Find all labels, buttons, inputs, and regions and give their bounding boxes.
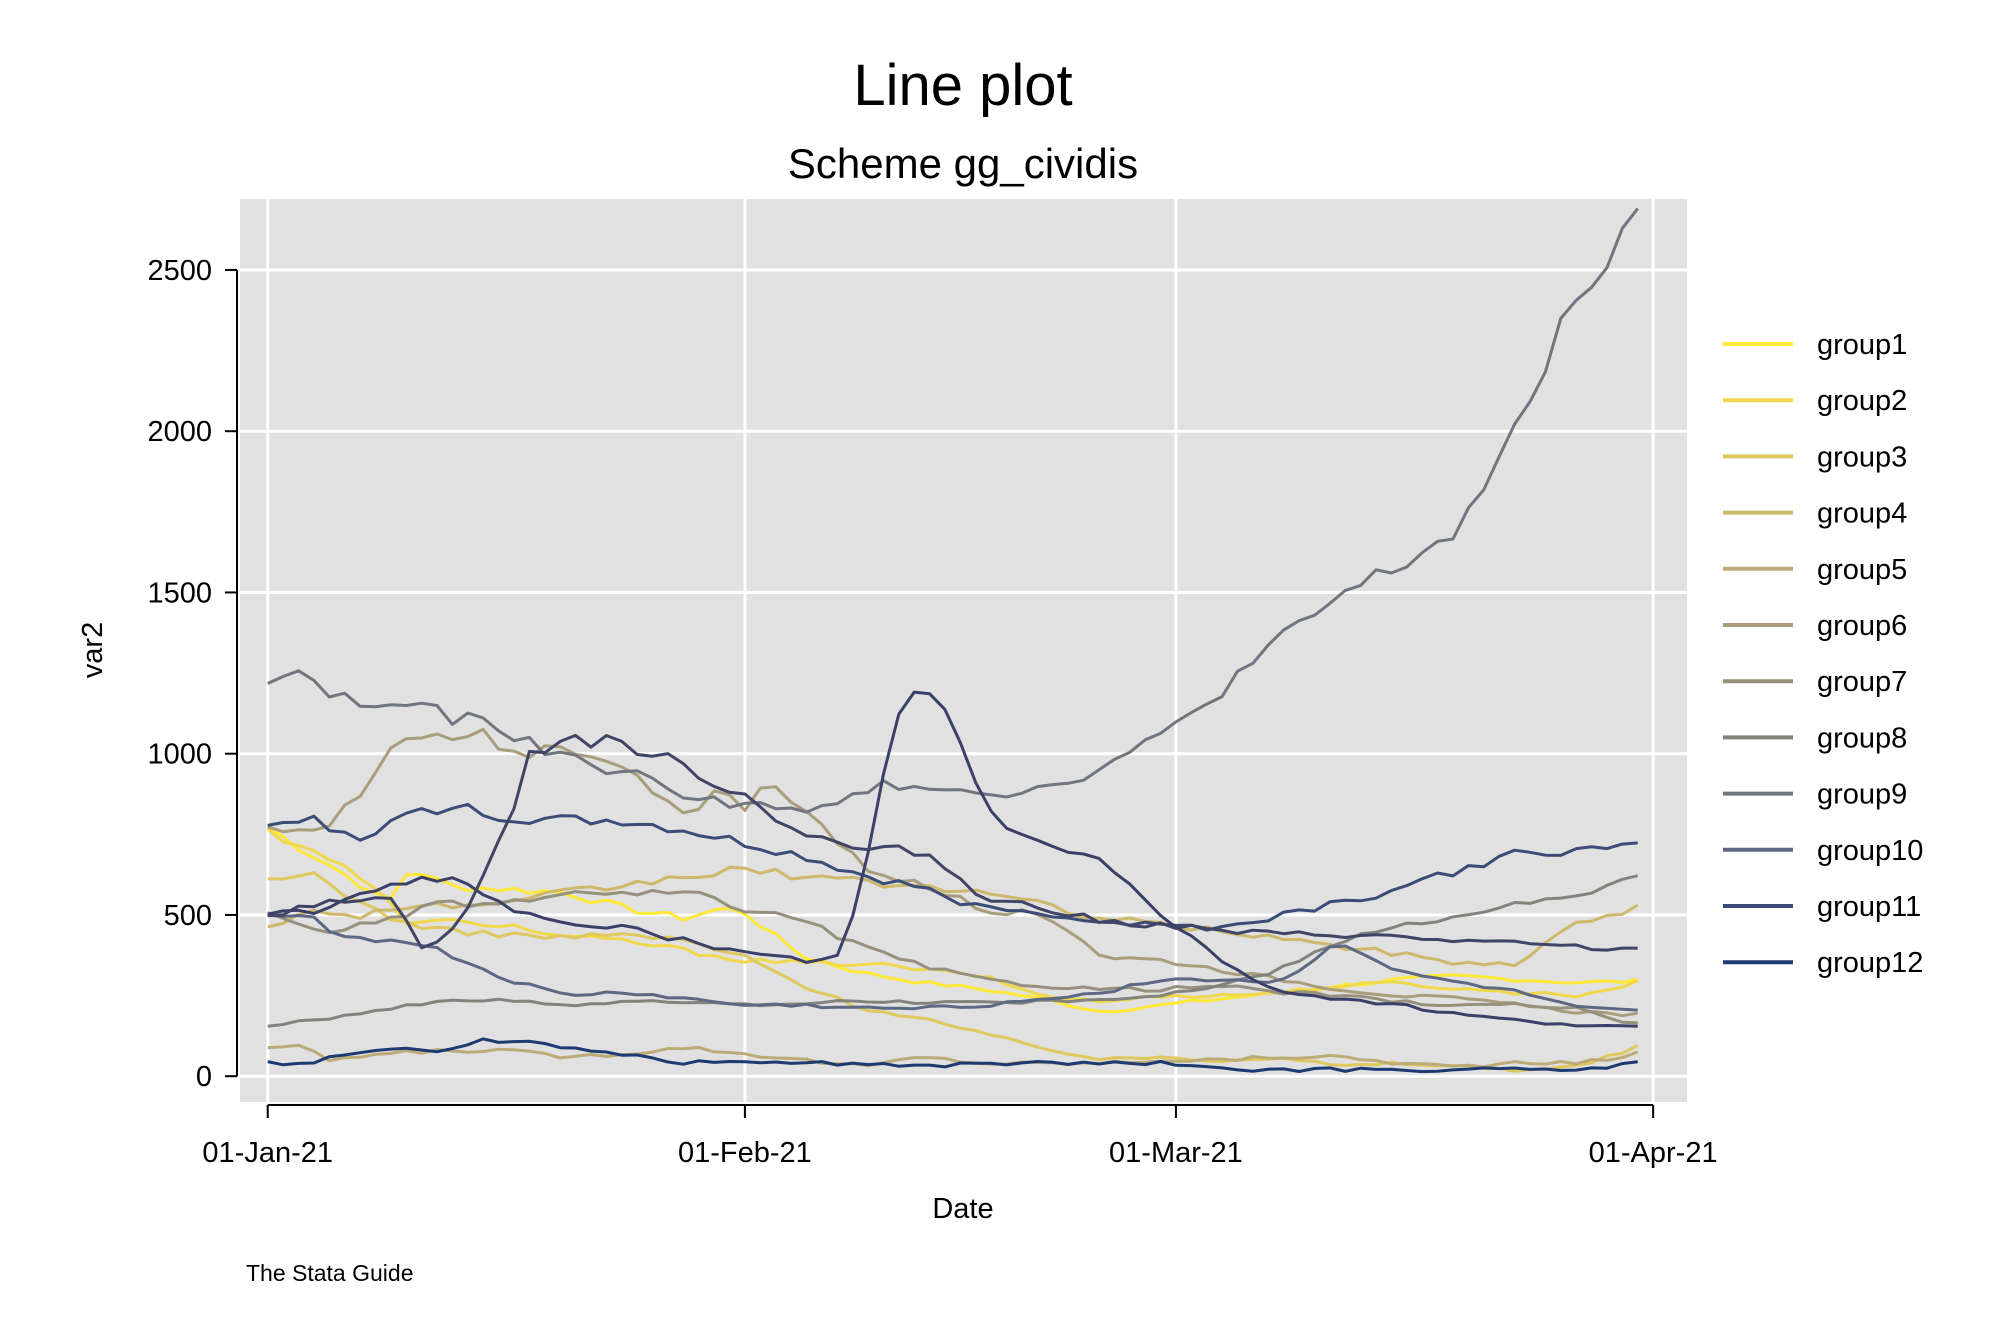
series-line-group10	[267, 913, 1638, 1012]
legend-label: group7	[1817, 666, 1907, 698]
series-line-group8	[267, 874, 1639, 1028]
series-line-group11	[267, 802, 1638, 932]
series-line-group7	[267, 888, 1638, 1025]
legend-label: group6	[1817, 610, 1907, 642]
y-tick-label: 500	[164, 900, 212, 932]
legend-label: group3	[1817, 441, 1907, 473]
series-line-group1	[266, 826, 1639, 1014]
y-tick-label: 2500	[147, 255, 212, 287]
legend-label: group10	[1817, 835, 1923, 867]
x-tick-label: 01-Mar-21	[1109, 1137, 1243, 1169]
series-lines	[266, 207, 1639, 1074]
chart-title: Line plot	[853, 53, 1072, 118]
legend-label: group4	[1817, 498, 1907, 530]
axes: 0 500 1000 1500 2000 2500 01-Jan-21 01-Feb-21 01…	[147, 255, 1717, 1169]
plot-background	[240, 199, 1687, 1102]
chart-subtitle: Scheme gg_cividis	[788, 140, 1138, 187]
series-line-group5	[267, 1043, 1639, 1069]
y-axis-title: var2	[77, 622, 109, 678]
legend-label: group2	[1817, 385, 1907, 417]
legend-label: group8	[1817, 722, 1907, 754]
x-tick-label: 01-Apr-21	[1589, 1137, 1718, 1169]
series-line-group9	[267, 207, 1639, 814]
series-line-group12-rise	[267, 733, 1638, 952]
series-line-group6	[267, 727, 1638, 1018]
x-tick-label: 01-Feb-21	[678, 1137, 812, 1169]
x-axis-title: Date	[932, 1193, 993, 1225]
chart-note: The Stata Guide	[246, 1260, 414, 1286]
legend-label: group9	[1817, 779, 1907, 811]
y-tick-label: 1000	[147, 739, 212, 771]
legend-label: group5	[1817, 554, 1907, 586]
gridlines	[240, 199, 1687, 1102]
series-line-group12-peak	[267, 690, 1638, 1028]
legend: group1 group2 group3 group4 group5 group6 grou…	[1723, 329, 1923, 979]
legend-label: group1	[1817, 329, 1907, 361]
x-tick-label: 01-Jan-21	[202, 1137, 333, 1169]
y-tick-label: 0	[196, 1061, 212, 1093]
legend-label: group12	[1817, 947, 1923, 979]
y-tick-label: 2000	[147, 416, 212, 448]
y-tick-label: 1500	[147, 577, 212, 609]
series-line-group12	[267, 1037, 1638, 1074]
legend-label: group11	[1817, 891, 1921, 923]
